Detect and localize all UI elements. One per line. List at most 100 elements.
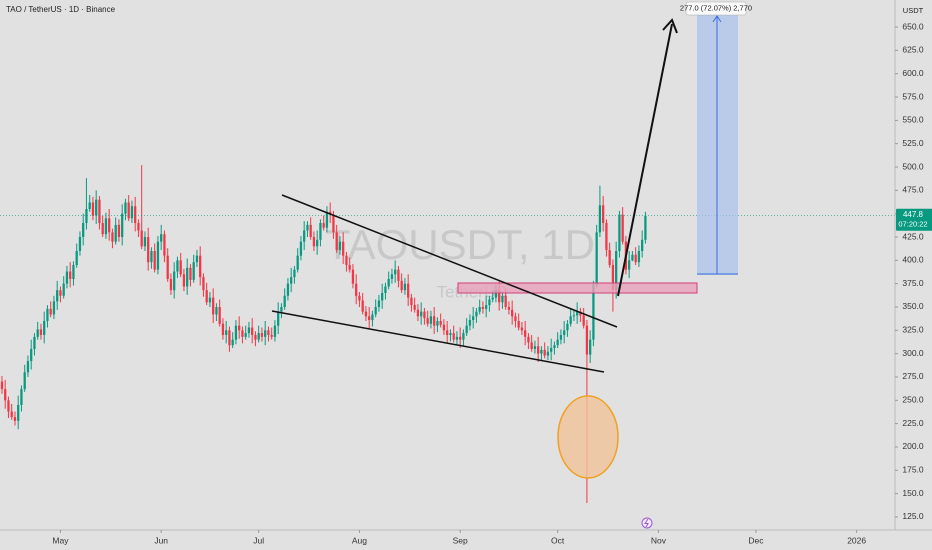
candle-body — [299, 241, 303, 256]
candle-body — [397, 269, 400, 281]
candle-body — [530, 342, 533, 349]
candle-body — [410, 297, 413, 306]
candle-body — [101, 223, 104, 235]
resistance-zone — [457, 282, 698, 294]
x-tick-label: Sep — [453, 535, 468, 545]
candle-body — [7, 400, 10, 412]
candle-body — [426, 318, 429, 324]
y-tick-label: 575.0 — [902, 91, 924, 101]
candle-body — [602, 205, 605, 224]
candle-body — [631, 254, 634, 261]
candle-body — [215, 306, 218, 315]
candle-body — [78, 237, 82, 252]
target-arrow-head — [712, 15, 722, 23]
candle-body — [218, 306, 221, 324]
candle-body — [511, 309, 514, 317]
y-tick-label: 325.0 — [902, 325, 924, 335]
candle-body — [62, 283, 65, 296]
candle-body — [335, 232, 338, 251]
candle-body — [150, 251, 153, 263]
candle-body — [303, 230, 306, 242]
currency: USDT — [903, 6, 924, 15]
candle-body — [127, 202, 130, 219]
candle-body — [202, 277, 205, 291]
candle-body — [543, 349, 546, 356]
candle-body — [88, 202, 91, 210]
y-tick-label: 225.0 — [902, 418, 924, 428]
projection-arrow-head — [662, 18, 678, 34]
x-tick-label: Jun — [154, 535, 168, 545]
y-tick-label: 350.0 — [902, 301, 924, 311]
lower-trendline — [271, 310, 605, 373]
candle-body — [514, 316, 517, 321]
candle-body — [23, 372, 26, 390]
candle-body — [286, 283, 290, 296]
candle-body — [605, 223, 608, 251]
candle-body — [420, 311, 423, 317]
candle-body — [17, 404, 20, 421]
candle-body — [598, 205, 602, 233]
candle-body — [374, 306, 377, 315]
candle-body — [517, 320, 520, 328]
candle-body — [381, 292, 384, 301]
candle-body — [241, 330, 244, 337]
candle-body — [491, 297, 494, 300]
candle-body — [280, 306, 283, 312]
candle-body — [257, 333, 260, 340]
projection-arrow — [617, 23, 673, 297]
y-tick-label: 550.0 — [902, 115, 924, 125]
candle-body — [104, 218, 108, 235]
y-tick-label: 425.0 — [902, 231, 924, 241]
candle-body — [550, 348, 553, 352]
candle-body — [221, 323, 225, 335]
x-tick-label: Oct — [551, 535, 565, 545]
candle-body — [485, 305, 488, 309]
candle-body — [504, 295, 507, 307]
candle-body — [319, 223, 322, 240]
x-tick-label: 2026 — [847, 535, 866, 545]
candle-body — [595, 232, 598, 285]
candle-body — [108, 218, 111, 233]
candle-body — [95, 199, 98, 216]
x-tick-label: Dec — [748, 535, 764, 545]
candle-body — [394, 269, 397, 275]
candle-body — [4, 389, 7, 401]
candle-body — [524, 330, 527, 337]
candle-body — [449, 333, 452, 335]
candle-body — [322, 223, 325, 228]
candle-body — [208, 297, 212, 303]
candle-body — [413, 305, 416, 310]
countdown: 07:20:22 — [898, 220, 927, 229]
candle-body — [189, 267, 192, 280]
candle-body — [140, 230, 143, 247]
candle-body — [43, 320, 46, 335]
candle-body — [368, 316, 371, 321]
candle-body — [251, 327, 254, 335]
candle-body — [615, 251, 618, 291]
candle-body — [452, 333, 455, 340]
last-price-box — [896, 208, 932, 231]
candle-body — [176, 260, 179, 272]
candle-body — [316, 239, 319, 247]
candle-body — [566, 323, 569, 331]
candle-body — [475, 311, 478, 317]
y-tick-label: 175.0 — [902, 465, 924, 475]
candle-body — [338, 241, 342, 251]
candle-body — [589, 339, 592, 355]
candle-body — [306, 224, 309, 231]
candle-body — [10, 411, 13, 418]
candle-body — [20, 389, 23, 405]
candle-body — [608, 250, 611, 265]
candle-body — [166, 255, 169, 279]
y-tick-label: 375.0 — [902, 278, 924, 288]
candle-body — [585, 325, 589, 355]
candle-body — [179, 260, 182, 275]
candle-body — [234, 325, 238, 340]
x-tick-label: Jul — [253, 535, 264, 545]
candle-body — [0, 381, 4, 390]
event-icon-bolt — [644, 518, 649, 528]
candle-body — [472, 316, 475, 321]
candle-body — [244, 333, 247, 337]
